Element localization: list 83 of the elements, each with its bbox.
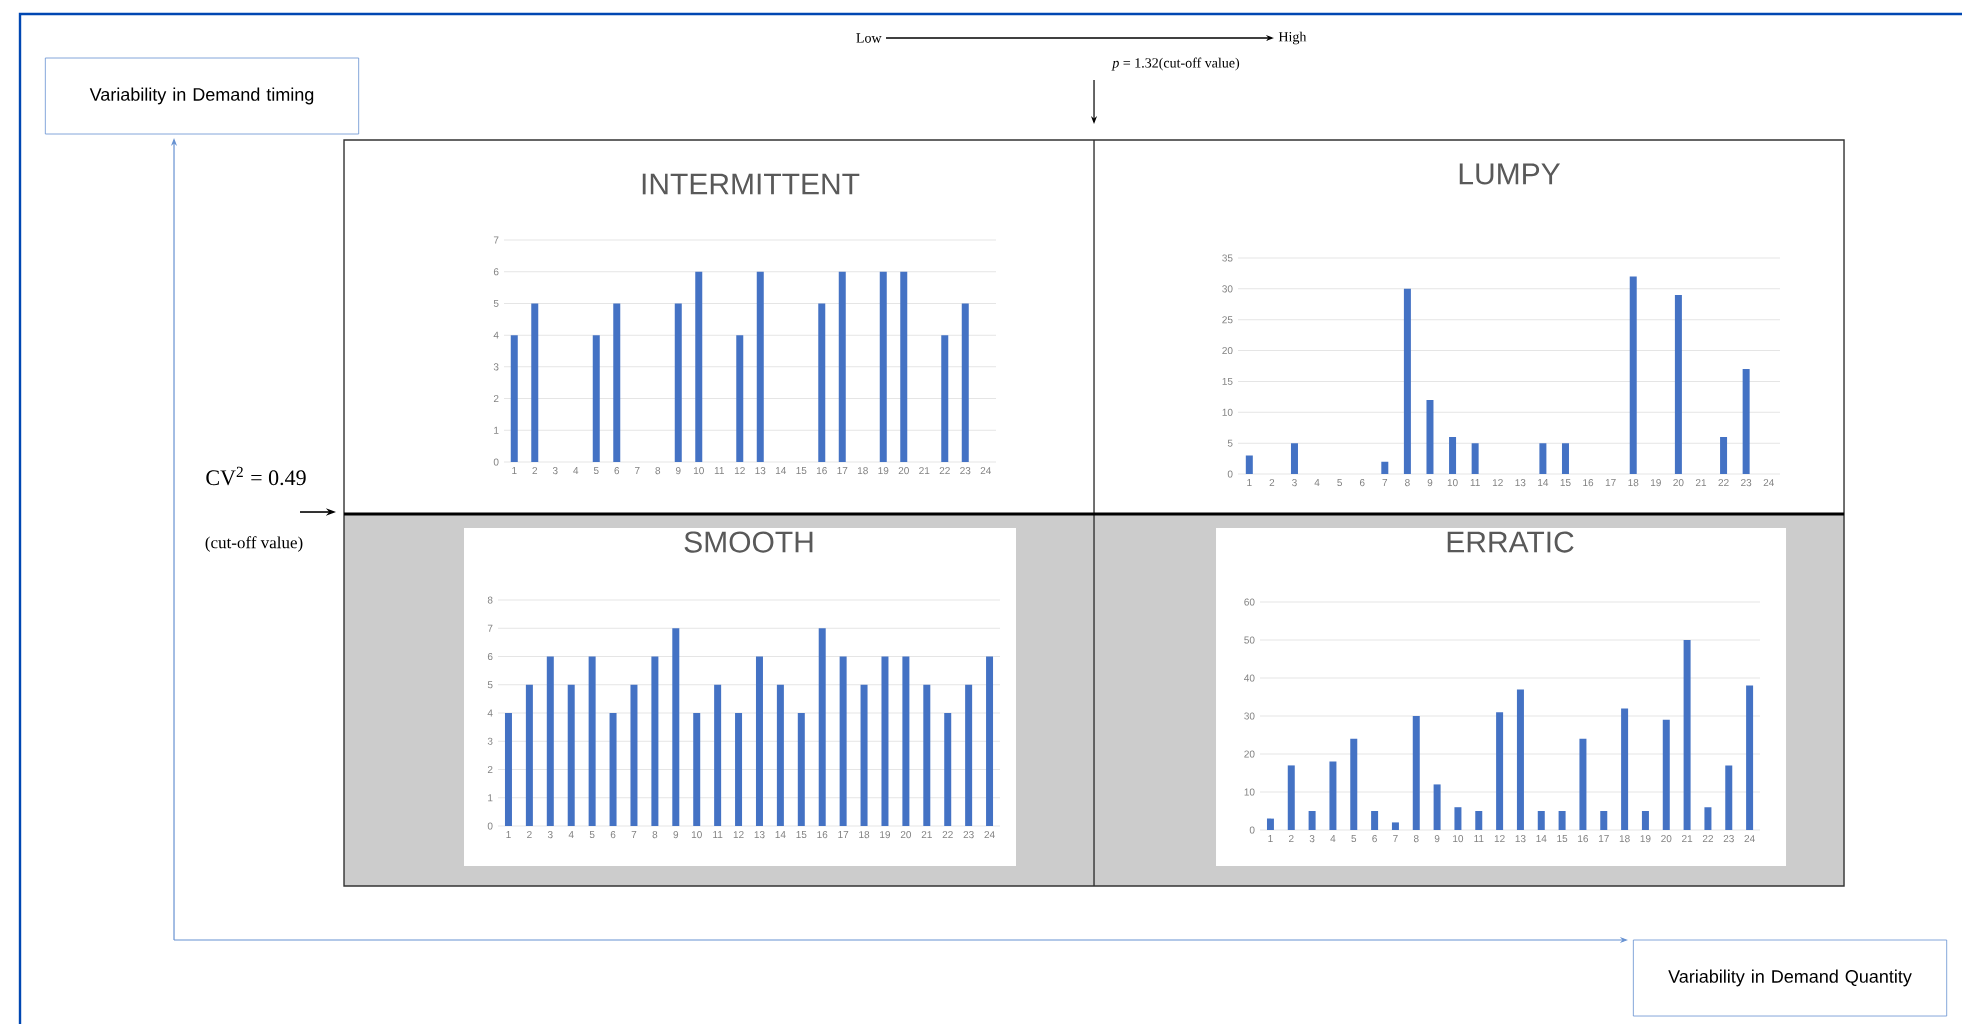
bar [1433, 784, 1441, 831]
bar [1558, 811, 1566, 831]
bar [609, 713, 617, 827]
bar [613, 303, 621, 463]
bar [546, 656, 554, 827]
bar [674, 303, 682, 463]
bar [592, 335, 600, 463]
bar [1725, 765, 1733, 831]
chart-title: LUMPY [1459, 163, 1561, 185]
bar [630, 684, 638, 827]
bar [838, 271, 846, 463]
bar [1475, 811, 1483, 831]
bar [736, 335, 744, 463]
bar [797, 713, 805, 827]
bar [1746, 685, 1754, 831]
bar [1308, 811, 1316, 831]
bar [1662, 719, 1670, 831]
text: Variability in Demand timing [89, 87, 314, 105]
bar [1403, 288, 1411, 475]
bar [900, 271, 908, 463]
bar [1561, 443, 1569, 475]
bar [756, 271, 764, 463]
bar [818, 628, 826, 827]
bar [1674, 295, 1682, 475]
bar [1245, 455, 1253, 475]
bar [879, 271, 887, 463]
bar [1266, 818, 1274, 831]
bar [839, 656, 847, 827]
bar [1579, 738, 1587, 831]
bar [567, 684, 575, 827]
bar [1683, 640, 1691, 831]
bar [1742, 369, 1750, 475]
bar [1412, 716, 1420, 831]
bar [504, 713, 512, 827]
bar [941, 335, 949, 463]
bar [1704, 807, 1712, 831]
bar [902, 656, 910, 827]
bar [1516, 689, 1524, 831]
bar [1600, 811, 1608, 831]
bar [1539, 443, 1547, 475]
bar [923, 684, 931, 827]
bar [965, 684, 973, 827]
bar [1641, 811, 1649, 831]
bar [1371, 811, 1379, 831]
bar [672, 628, 680, 827]
bar [1496, 712, 1504, 831]
chart-title: INTERMITTENT [642, 173, 860, 195]
bar [695, 271, 703, 463]
bar [1449, 436, 1457, 475]
bar [1471, 443, 1479, 475]
bar [651, 656, 659, 827]
bar [944, 713, 952, 827]
bar [961, 303, 969, 463]
bar [1720, 436, 1728, 475]
bar [588, 656, 596, 827]
bar [525, 684, 533, 827]
bar [531, 303, 539, 463]
bar [735, 713, 743, 827]
bar [1454, 807, 1462, 831]
text: Variability in Demand Quantity [1668, 969, 1912, 987]
chart-title: SMOOTH [684, 531, 813, 553]
bar [1621, 708, 1629, 831]
bar [1537, 811, 1545, 831]
bar [714, 684, 722, 827]
bar [818, 303, 826, 463]
text: CV$^{2}$ = 0.49 [206, 466, 306, 486]
bar [860, 684, 868, 827]
text: (cut-off value) [205, 536, 303, 552]
bar [881, 656, 889, 827]
chart-title: ERRATIC [1447, 531, 1574, 553]
bar [693, 713, 701, 827]
bar [510, 335, 518, 463]
bar [1391, 822, 1399, 831]
bar [1629, 276, 1637, 475]
bar [1381, 461, 1389, 475]
bar [986, 656, 994, 827]
bar [1350, 738, 1358, 831]
bar [1426, 399, 1434, 475]
bar [776, 684, 784, 827]
bar [755, 656, 763, 827]
bar [1287, 765, 1295, 831]
bar [1290, 443, 1298, 475]
bar [1329, 761, 1337, 831]
